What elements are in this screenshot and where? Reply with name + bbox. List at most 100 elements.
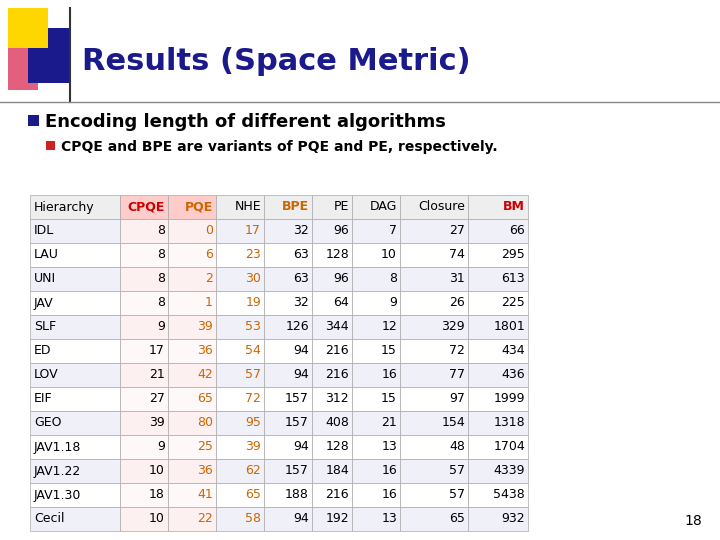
Bar (468, 507, 528, 531)
Bar (30, 291, 120, 315)
Text: 13: 13 (382, 441, 397, 454)
Bar (216, 363, 264, 387)
Text: 13: 13 (382, 512, 397, 525)
Text: 932: 932 (501, 512, 525, 525)
Bar (168, 483, 216, 507)
Bar (400, 507, 468, 531)
Bar (468, 219, 528, 243)
Bar (468, 435, 528, 459)
Text: 434: 434 (501, 345, 525, 357)
Bar (120, 195, 168, 219)
Bar (30, 507, 120, 531)
Text: EIF: EIF (34, 393, 53, 406)
Text: JAV: JAV (34, 296, 53, 309)
Bar (168, 291, 216, 315)
Bar (120, 291, 168, 315)
Bar (264, 363, 312, 387)
Text: 15: 15 (381, 345, 397, 357)
Text: 58: 58 (245, 512, 261, 525)
Bar (216, 435, 264, 459)
Text: 94: 94 (293, 368, 309, 381)
Text: 16: 16 (382, 368, 397, 381)
Bar (468, 267, 528, 291)
Bar (264, 195, 312, 219)
Text: 97: 97 (449, 393, 465, 406)
Text: 2: 2 (205, 273, 213, 286)
Text: 8: 8 (157, 225, 165, 238)
Bar (352, 195, 400, 219)
Bar (312, 507, 352, 531)
Text: 26: 26 (449, 296, 465, 309)
Text: 1704: 1704 (493, 441, 525, 454)
Text: 19: 19 (246, 296, 261, 309)
Text: 39: 39 (246, 441, 261, 454)
Bar (120, 483, 168, 507)
Text: 1801: 1801 (493, 321, 525, 334)
Bar (312, 243, 352, 267)
Text: 96: 96 (333, 273, 349, 286)
Bar (30, 267, 120, 291)
Bar (468, 243, 528, 267)
Bar (216, 315, 264, 339)
Bar (352, 387, 400, 411)
Text: 94: 94 (293, 441, 309, 454)
Text: 53: 53 (245, 321, 261, 334)
Text: 72: 72 (449, 345, 465, 357)
Bar (168, 507, 216, 531)
Bar (312, 387, 352, 411)
Bar (216, 195, 264, 219)
Text: SLF: SLF (34, 321, 56, 334)
Text: 10: 10 (149, 512, 165, 525)
Bar (168, 363, 216, 387)
Bar (312, 363, 352, 387)
Bar (30, 339, 120, 363)
Bar (30, 459, 120, 483)
Text: 94: 94 (293, 345, 309, 357)
Text: 216: 216 (325, 489, 349, 502)
Text: 15: 15 (381, 393, 397, 406)
Bar (312, 315, 352, 339)
Bar (400, 363, 468, 387)
Text: 72: 72 (245, 393, 261, 406)
Bar (352, 315, 400, 339)
Bar (264, 315, 312, 339)
Bar (312, 339, 352, 363)
Text: 32: 32 (293, 296, 309, 309)
Bar (216, 219, 264, 243)
Bar (264, 291, 312, 315)
Text: JAV1.18: JAV1.18 (34, 441, 81, 454)
Bar (264, 435, 312, 459)
Bar (120, 411, 168, 435)
Text: UNI: UNI (34, 273, 56, 286)
Bar (468, 483, 528, 507)
Bar (120, 507, 168, 531)
Text: 312: 312 (325, 393, 349, 406)
Bar (264, 243, 312, 267)
Bar (30, 195, 120, 219)
Text: 4339: 4339 (493, 464, 525, 477)
Bar (400, 291, 468, 315)
Bar (168, 459, 216, 483)
Bar (120, 459, 168, 483)
Text: PE: PE (333, 200, 349, 213)
Text: 27: 27 (149, 393, 165, 406)
Bar (352, 339, 400, 363)
Text: 41: 41 (197, 489, 213, 502)
Text: Hierarchy: Hierarchy (34, 200, 94, 213)
Bar (168, 243, 216, 267)
Bar (216, 291, 264, 315)
Bar (468, 339, 528, 363)
Text: 8: 8 (157, 248, 165, 261)
Bar (264, 459, 312, 483)
Text: BM: BM (503, 200, 525, 213)
Bar (352, 363, 400, 387)
Bar (468, 291, 528, 315)
Text: GEO: GEO (34, 416, 61, 429)
Text: 0: 0 (205, 225, 213, 238)
Bar (120, 267, 168, 291)
Text: 80: 80 (197, 416, 213, 429)
Text: 1318: 1318 (493, 416, 525, 429)
Text: CPQE and BPE are variants of PQE and PE, respectively.: CPQE and BPE are variants of PQE and PE,… (61, 140, 498, 154)
Text: 36: 36 (197, 464, 213, 477)
Text: 344: 344 (325, 321, 349, 334)
